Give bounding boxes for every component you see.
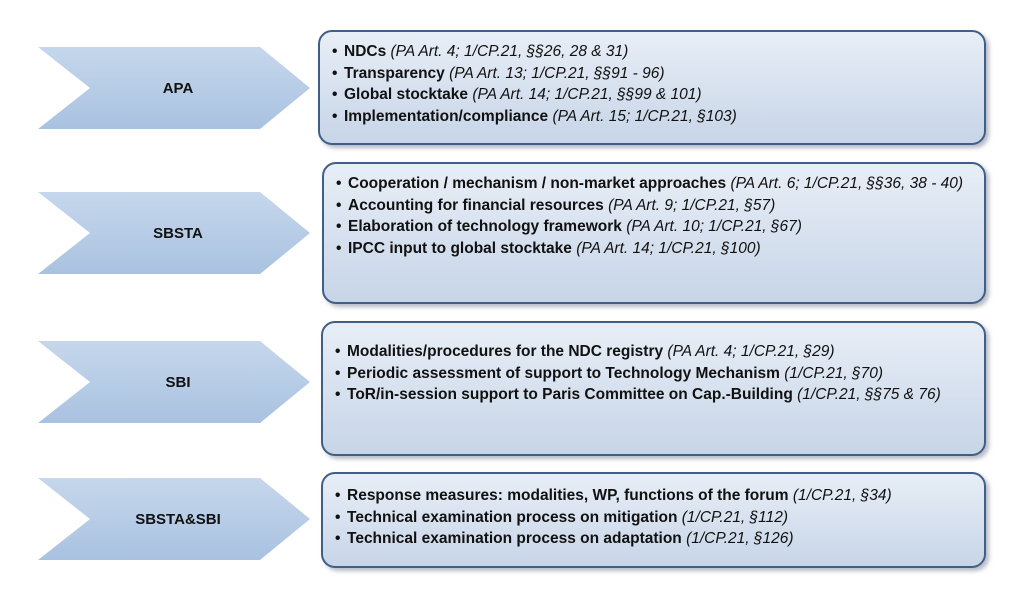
- chevron-sbsta: SBSTA: [38, 192, 310, 274]
- chevron-label: SBI: [165, 373, 191, 391]
- item-reference: (1/CP.21, §70): [784, 364, 884, 382]
- chevron-arrow-shape: [38, 341, 310, 423]
- item-reference: (1/CP.21, §§75 & 76): [797, 386, 941, 403]
- item-reference: (PA Art. 4; 1/CP.21, §§26, 28 & 31): [390, 43, 629, 60]
- chevron-sbsta-sbi: SBSTA&SBI: [38, 478, 310, 560]
- item-reference: (PA Art. 13; 1/CP.21, §§91 - 96): [449, 64, 665, 82]
- list-item: Global stocktake (PA Art. 14; 1/CP.21, §…: [332, 84, 970, 106]
- item-list: NDCs (PA Art. 4; 1/CP.21, §§26, 28 & 31)…: [332, 41, 970, 127]
- item-list: Cooperation / mechanism / non-market app…: [336, 173, 970, 259]
- item-reference: (PA Art. 9; 1/CP.21, §57): [608, 196, 776, 214]
- list-item: Response measures: modalities, WP, funct…: [335, 485, 970, 507]
- item-title: Elaboration of technology framework: [348, 218, 622, 235]
- list-item: Modalities/procedures for the NDC regist…: [335, 341, 970, 363]
- item-reference: (1/CP.21, §126): [686, 530, 794, 547]
- list-item: Elaboration of technology framework (PA …: [336, 216, 970, 238]
- item-box-apa: NDCs (PA Art. 4; 1/CP.21, §§26, 28 & 31)…: [318, 30, 986, 145]
- chevron-label: SBSTA: [153, 224, 203, 242]
- list-item: IPCC input to global stocktake (PA Art. …: [336, 238, 970, 260]
- chevron-apa: APA: [38, 47, 310, 129]
- item-reference: (PA Art. 10; 1/CP.21, §67): [626, 218, 802, 235]
- item-box-sbi: Modalities/procedures for the NDC regist…: [321, 321, 986, 456]
- item-title: IPCC input to global stocktake: [348, 239, 572, 257]
- list-item: Technical examination process on adaptat…: [335, 528, 970, 550]
- item-list: Response measures: modalities, WP, funct…: [335, 485, 970, 550]
- item-reference: (PA Art. 14; 1/CP.21, §§99 & 101): [472, 86, 702, 103]
- item-reference: (PA Art. 6; 1/CP.21, §§36, 38 - 40): [730, 175, 964, 192]
- item-title: Cooperation / mechanism / non-market app…: [348, 175, 727, 192]
- item-title: Response measures: modalities, WP, funct…: [347, 487, 789, 504]
- list-item: Transparency (PA Art. 13; 1/CP.21, §§91 …: [332, 63, 970, 85]
- item-title: Technical examination process on mitigat…: [347, 508, 678, 526]
- item-reference: (PA Art. 15; 1/CP.21, §103): [552, 107, 737, 125]
- item-title: Periodic assessment of support to Techno…: [347, 364, 780, 382]
- list-item: ToR/in-session support to Paris Committe…: [335, 384, 970, 406]
- item-title: Implementation/compliance: [344, 107, 549, 125]
- chevron-label: SBSTA&SBI: [135, 510, 221, 528]
- chevron-sbi: SBI: [38, 341, 310, 423]
- chevron-arrow-shape: [38, 192, 310, 274]
- item-title: Technical examination process on adaptat…: [347, 530, 682, 547]
- item-title: Global stocktake: [344, 86, 469, 103]
- chevron-label: APA: [162, 79, 194, 97]
- item-box-sbsta-sbi: Response measures: modalities, WP, funct…: [321, 472, 986, 568]
- list-item: Periodic assessment of support to Techno…: [335, 363, 970, 385]
- item-reference: (1/CP.21, §112): [681, 508, 789, 526]
- list-item: Accounting for financial resources (PA A…: [336, 195, 970, 217]
- item-reference: (1/CP.21, §34): [792, 487, 892, 504]
- list-item: Technical examination process on mitigat…: [335, 507, 970, 529]
- item-title: ToR/in-session support to Paris Committe…: [347, 386, 793, 403]
- item-box-sbsta: Cooperation / mechanism / non-market app…: [322, 162, 986, 304]
- chevron-arrow-shape: [38, 478, 310, 560]
- item-list: Modalities/procedures for the NDC regist…: [335, 341, 970, 406]
- list-item: Implementation/compliance (PA Art. 15; 1…: [332, 106, 970, 128]
- list-item: Cooperation / mechanism / non-market app…: [336, 173, 970, 195]
- item-title: NDCs: [344, 43, 387, 60]
- item-title: Modalities/procedures for the NDC regist…: [347, 343, 664, 360]
- item-title: Transparency: [344, 64, 445, 82]
- chevron-arrow-shape: [38, 47, 310, 129]
- list-item: NDCs (PA Art. 4; 1/CP.21, §§26, 28 & 31): [332, 41, 970, 63]
- item-reference: (PA Art. 14; 1/CP.21, §100): [576, 239, 761, 257]
- item-reference: (PA Art. 4; 1/CP.21, §29): [667, 343, 835, 360]
- item-title: Accounting for financial resources: [348, 196, 604, 214]
